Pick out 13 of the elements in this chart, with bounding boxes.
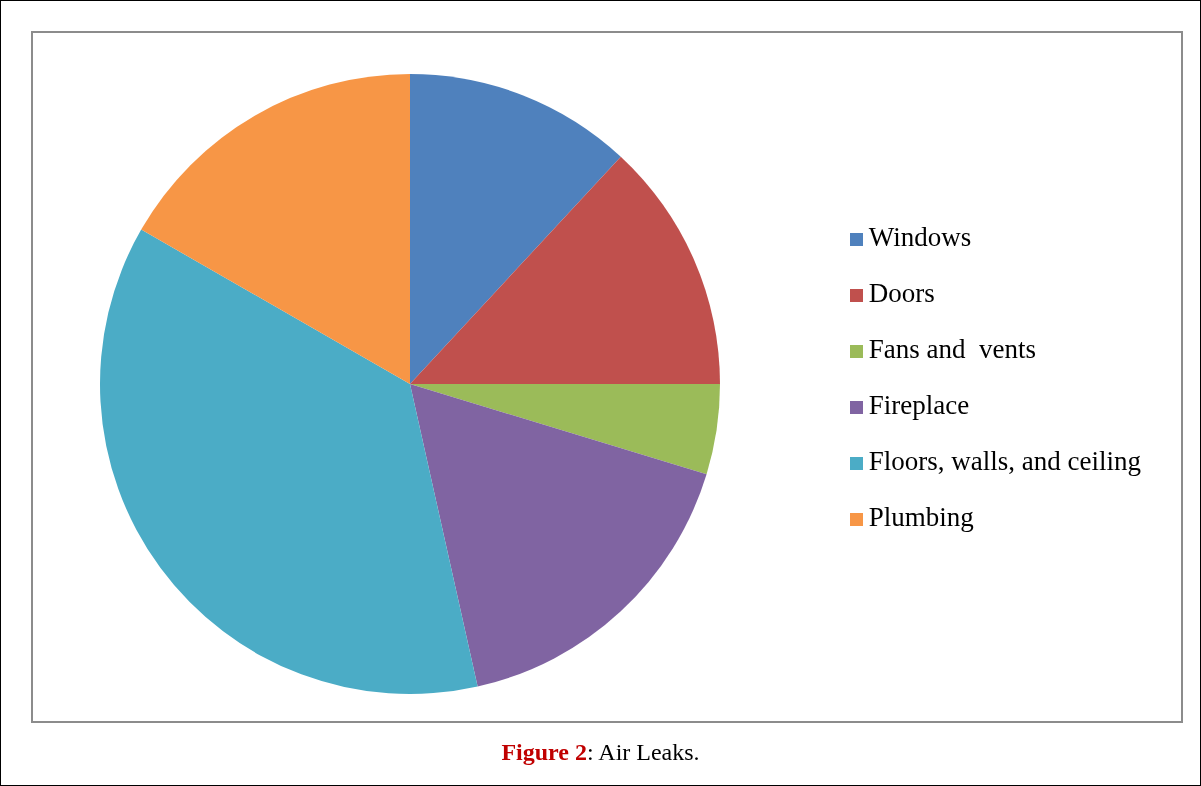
pie-slice (141, 74, 410, 384)
legend-label: Floors, walls, and ceiling (868, 446, 1141, 476)
pie-slice (410, 384, 707, 687)
legend-label: Windows (868, 222, 972, 252)
legend-label: Plumbing (868, 502, 974, 532)
legend-label: Fireplace (868, 390, 970, 420)
legend-label: Fans and vents (868, 334, 1037, 364)
legend-label: Doors (868, 278, 935, 308)
text: Figure 2: Air Leaks. (500, 739, 701, 766)
pie-slice (100, 229, 478, 694)
pie-slice (410, 384, 720, 475)
pie-slice (410, 156, 720, 384)
pie-slice (410, 74, 621, 384)
